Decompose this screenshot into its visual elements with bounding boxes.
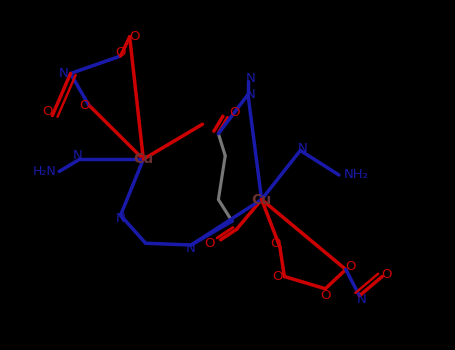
Text: O: O bbox=[270, 237, 281, 250]
Text: O: O bbox=[272, 270, 283, 283]
Text: N: N bbox=[186, 242, 196, 255]
Text: Cu: Cu bbox=[252, 193, 272, 206]
Text: N: N bbox=[245, 88, 255, 101]
Text: O: O bbox=[42, 105, 53, 119]
Text: N: N bbox=[59, 67, 69, 80]
Text: H₂N: H₂N bbox=[33, 165, 57, 178]
Text: Cu: Cu bbox=[133, 152, 153, 166]
Text: O: O bbox=[320, 289, 331, 302]
Text: O: O bbox=[79, 98, 90, 112]
Text: N: N bbox=[245, 72, 255, 85]
Text: NH₂: NH₂ bbox=[344, 168, 369, 182]
Text: N: N bbox=[72, 149, 82, 162]
Text: N: N bbox=[116, 212, 126, 225]
Text: O: O bbox=[129, 30, 140, 43]
Text: O: O bbox=[229, 106, 240, 119]
Text: O: O bbox=[204, 237, 215, 250]
Text: N: N bbox=[298, 142, 308, 155]
Text: O: O bbox=[381, 268, 392, 281]
Text: O: O bbox=[115, 46, 126, 59]
Text: O: O bbox=[345, 259, 356, 273]
Text: N: N bbox=[357, 293, 367, 306]
